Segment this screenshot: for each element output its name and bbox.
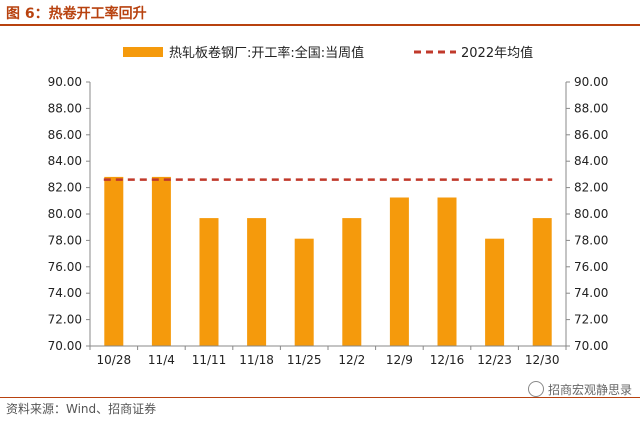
source-note: 资料来源：Wind、招商证券 [6, 402, 157, 416]
bar [532, 218, 552, 346]
bar [294, 238, 314, 346]
chart-title: 图 6：热卷开工率回升 [6, 6, 147, 22]
left-y-tick-label: 86.00 [48, 128, 82, 142]
legend-label-line: 2022年均值 [461, 45, 533, 61]
left-y-tick-label: 74.00 [48, 286, 82, 300]
left-y-tick-label: 72.00 [48, 313, 82, 327]
left-y-tick-label: 82.00 [48, 181, 82, 195]
wechat-icon [527, 381, 544, 397]
right-y-tick-label: 72.00 [574, 313, 608, 327]
watermark: 招商宏观静思录 [527, 381, 632, 398]
x-tick-label: 12/30 [525, 353, 560, 367]
left-y-tick-label: 80.00 [48, 207, 82, 221]
x-tick-label: 12/9 [386, 353, 413, 367]
right-y-tick-label: 82.00 [574, 181, 608, 195]
x-tick-label: 11/18 [239, 353, 274, 367]
right-y-tick-label: 90.00 [574, 75, 608, 89]
bar [247, 218, 267, 346]
right-y-tick-label: 76.00 [574, 260, 608, 274]
left-y-axis: 70.00 72.00 74.00 76.00 78.00 80.00 82.00 84.00… [48, 75, 91, 353]
right-y-tick-label: 84.00 [574, 154, 608, 168]
left-y-tick-label: 88.00 [48, 101, 82, 115]
right-y-tick-label: 78.00 [574, 233, 608, 247]
right-y-axis: 70.00 72.00 74.00 76.00 78.00 80.00 82.00 84.00… [565, 75, 608, 353]
bar [485, 238, 505, 346]
right-y-tick-label: 88.00 [574, 101, 608, 115]
legend-swatch-bar [123, 47, 163, 57]
right-y-tick-label: 80.00 [574, 207, 608, 221]
x-tick-label: 12/23 [477, 353, 512, 367]
right-y-tick-label: 86.00 [574, 128, 608, 142]
x-tick-label: 11/11 [192, 353, 227, 367]
right-y-tick-label: 74.00 [574, 286, 608, 300]
x-tick-label: 10/28 [97, 353, 132, 367]
x-tick-label: 11/25 [287, 353, 322, 367]
legend-label-bar: 热轧板卷钢厂:开工率:全国:当周值 [169, 45, 364, 61]
bar [151, 176, 171, 346]
left-y-tick-label: 84.00 [48, 154, 82, 168]
legend: 热轧板卷钢厂:开工率:全国:当周值 2022年均值 [123, 45, 533, 61]
footer-rule [0, 397, 640, 398]
left-y-tick-label: 78.00 [48, 233, 82, 247]
left-y-tick-label: 70.00 [48, 339, 82, 353]
right-y-tick-label: 70.00 [574, 339, 608, 353]
x-axis: 10/28 11/4 11/11 11/18 11/25 12/2 12/9 12/16 12/… [89, 345, 567, 367]
x-tick-label: 11/4 [148, 353, 175, 367]
bar [199, 218, 219, 346]
left-y-tick-label: 90.00 [48, 75, 82, 89]
bar [389, 197, 409, 346]
bar [437, 197, 457, 346]
bar [342, 218, 362, 346]
bar [104, 176, 124, 346]
x-tick-label: 12/16 [430, 353, 465, 367]
x-tick-label: 12/2 [338, 353, 365, 367]
title-rule [0, 24, 640, 26]
bars [104, 176, 552, 346]
left-y-tick-label: 76.00 [48, 260, 82, 274]
watermark-text: 招商宏观静思录 [547, 383, 632, 397]
